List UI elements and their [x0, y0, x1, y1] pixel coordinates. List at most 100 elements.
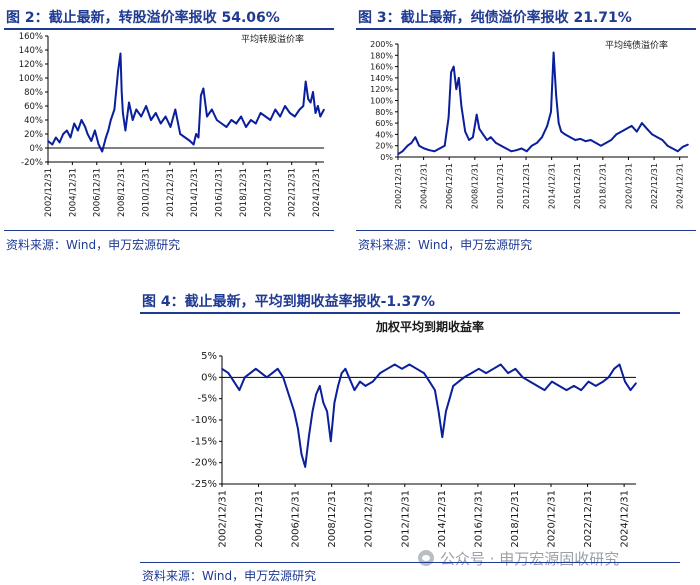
- figure-4-source-rule: [140, 562, 680, 563]
- data-point: [255, 368, 257, 370]
- figure-3-chart: 0% 20% 40% 60% 80% 100% 120% 140% 160% 180% 200% 20…: [370, 39, 689, 209]
- data-point: [94, 129, 96, 132]
- data-point: [271, 372, 274, 374]
- data-point: [641, 122, 643, 124]
- data-point: [406, 144, 409, 147]
- data-point: [661, 139, 664, 141]
- x-tick-label: 2002/12/31: [394, 163, 403, 209]
- data-point: [86, 133, 89, 135]
- data-point: [84, 126, 86, 128]
- data-point: [304, 466, 306, 468]
- data-point: [51, 143, 54, 146]
- data-point: [468, 139, 470, 141]
- figure-2-chart: -20% 0% 20% 40% 60% 80% 100% 120% 140% 160% 2002/1…: [19, 32, 325, 217]
- data-point: [192, 143, 195, 146]
- data-point: [107, 129, 110, 132]
- data-point: [415, 368, 418, 370]
- data-point: [66, 129, 68, 132]
- series-line: [47, 52, 325, 153]
- data-point: [124, 129, 127, 132]
- data-point: [610, 139, 612, 141]
- data-point: [184, 136, 186, 139]
- x-tick-label: 2008/12/31: [327, 490, 338, 548]
- figure-4-title-rule: [140, 312, 680, 314]
- data-point: [687, 143, 689, 146]
- data-point: [472, 136, 474, 138]
- x-tick-label: 2022/12/31: [583, 490, 594, 548]
- x-tick-label: 2006/12/31: [291, 490, 302, 548]
- data-point: [353, 389, 356, 391]
- data-point: [311, 410, 314, 413]
- data-point: [408, 363, 411, 366]
- data-point: [386, 368, 389, 370]
- y-tick-label: 160%: [370, 63, 393, 72]
- y-tick-label: 20%: [24, 130, 43, 140]
- data-point: [531, 144, 533, 147]
- x-tick-label: 2016/12/31: [215, 168, 225, 217]
- data-point: [445, 410, 447, 413]
- data-point: [110, 119, 112, 121]
- y-tick-label: 200%: [370, 40, 393, 49]
- data-point: [615, 133, 618, 136]
- data-point: [605, 142, 607, 144]
- y-tick-label: 5%: [201, 351, 217, 362]
- x-tick-label: 2004/12/31: [254, 490, 265, 548]
- data-point: [302, 105, 305, 107]
- x-tick-label: 2004/12/31: [419, 163, 428, 209]
- figure-4-title: 图 4：截止最新，平均到期收益率报收-1.37%: [142, 294, 435, 310]
- data-point: [393, 363, 396, 366]
- y-tick-label: 140%: [19, 46, 43, 56]
- x-tick-label: 2018/12/31: [239, 168, 249, 217]
- x-tick-label: 2008/12/31: [117, 168, 127, 217]
- data-point: [73, 122, 75, 125]
- data-point: [536, 142, 538, 144]
- data-point: [235, 122, 238, 125]
- data-point: [423, 147, 425, 150]
- y-tick-label: 100%: [370, 97, 393, 106]
- data-point: [250, 119, 252, 121]
- data-point: [80, 119, 83, 121]
- data-point: [308, 436, 310, 438]
- data-point: [529, 380, 531, 383]
- data-point: [260, 372, 263, 374]
- data-point: [543, 389, 546, 391]
- data-point: [315, 393, 317, 396]
- data-point: [284, 105, 286, 107]
- data-point: [326, 410, 328, 413]
- data-point: [255, 122, 257, 125]
- data-point: [307, 98, 310, 100]
- data-point: [77, 129, 79, 132]
- data-point: [230, 119, 233, 121]
- x-tick-label: 2020/12/31: [547, 490, 558, 548]
- data-point: [401, 368, 403, 370]
- data-point: [656, 136, 659, 138]
- data-point: [131, 119, 134, 121]
- data-point: [677, 150, 679, 153]
- x-tick-label: 2012/12/31: [400, 490, 411, 548]
- data-point: [560, 130, 562, 133]
- data-point: [520, 147, 523, 150]
- data-point: [135, 108, 138, 111]
- data-point: [495, 142, 497, 144]
- data-point: [595, 142, 597, 144]
- data-point: [330, 440, 332, 443]
- data-point: [225, 126, 228, 128]
- data-point: [113, 108, 116, 111]
- x-tick-label: 2014/12/31: [190, 168, 200, 217]
- x-tick-label: 2018/12/31: [599, 163, 608, 209]
- data-point: [600, 144, 602, 147]
- x-tick-label: 2010/12/31: [364, 490, 375, 548]
- y-tick-label: -15%: [191, 436, 217, 447]
- data-point: [428, 149, 431, 151]
- y-tick-label: 0%: [201, 372, 217, 383]
- data-point: [249, 372, 252, 374]
- data-point: [555, 94, 557, 96]
- y-tick-label: 100%: [19, 74, 43, 84]
- data-point: [159, 122, 162, 125]
- y-tick-label: 0%: [30, 144, 44, 154]
- figure-2-title-rule: [4, 28, 334, 30]
- y-tick-label: 80%: [24, 88, 43, 98]
- data-point: [452, 385, 455, 387]
- y-tick-label: 60%: [24, 102, 43, 112]
- x-tick-label: 2004/12/31: [68, 168, 78, 217]
